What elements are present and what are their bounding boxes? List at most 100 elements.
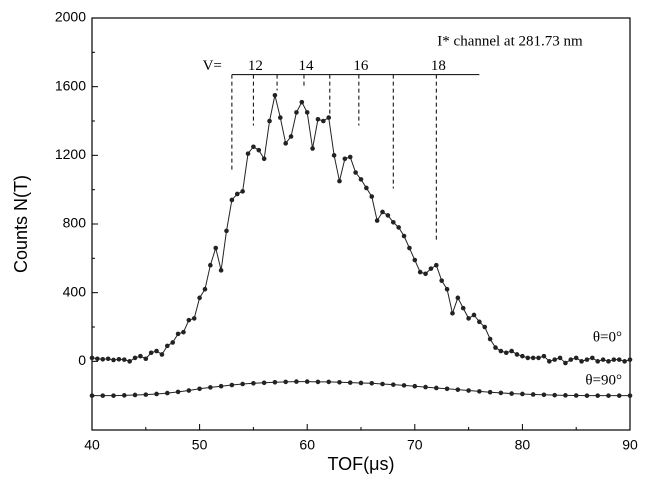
data-point: [390, 219, 396, 225]
y-tick-label: 400: [63, 283, 87, 299]
data-point: [498, 390, 504, 396]
x-axis-label: TOF(μs): [327, 454, 394, 474]
data-point: [616, 357, 622, 362]
data-point: [520, 353, 525, 359]
data-point: [100, 356, 106, 362]
data-point: [401, 233, 407, 239]
data-point: [460, 305, 466, 311]
data-point: [616, 393, 622, 398]
data-point: [347, 380, 353, 385]
data-point: [272, 92, 278, 98]
data-point: [294, 379, 299, 384]
data-point: [600, 357, 606, 362]
data-point: [89, 393, 95, 398]
data-point: [143, 392, 149, 397]
data-point: [611, 357, 617, 362]
data-point: [245, 151, 251, 156]
data-point: [326, 379, 332, 385]
data-point: [353, 170, 358, 175]
data-point: [557, 355, 563, 361]
data-point: [541, 392, 547, 398]
data-point: [514, 352, 520, 357]
data-point: [552, 357, 557, 362]
data-point: [530, 355, 536, 361]
scale-prefix: V=: [203, 58, 222, 74]
data-point: [218, 268, 224, 273]
chart-title: I* channel at 281.73 nm: [437, 33, 583, 49]
data-point: [573, 393, 579, 398]
data-point: [552, 392, 557, 398]
scale-label: 12: [248, 58, 263, 74]
series-label: θ=0°: [593, 329, 622, 345]
data-point: [116, 356, 122, 362]
data-point: [477, 389, 482, 394]
data-point: [191, 316, 197, 321]
data-point: [143, 356, 149, 362]
data-point: [434, 385, 439, 391]
data-point: [175, 331, 181, 337]
data-point: [584, 393, 590, 398]
data-point: [138, 353, 143, 359]
data-point: [477, 319, 482, 325]
data-point: [154, 348, 159, 354]
scale-label: 14: [298, 58, 314, 74]
data-point: [509, 348, 514, 354]
data-point: [337, 178, 342, 184]
data-point: [175, 389, 181, 395]
data-point: [520, 391, 525, 397]
data-point: [509, 391, 514, 396]
data-point: [487, 389, 493, 395]
data-point: [385, 213, 391, 218]
data-point: [342, 156, 348, 162]
data-point: [197, 295, 202, 301]
data-point: [369, 381, 375, 386]
data-point: [251, 144, 256, 150]
data-point: [278, 115, 283, 120]
data-point: [272, 379, 278, 385]
data-point: [407, 245, 412, 251]
plot-frame: [91, 17, 631, 431]
data-point: [358, 177, 364, 182]
data-point: [294, 110, 299, 115]
data-point: [299, 99, 305, 105]
data-point: [369, 194, 375, 199]
data-point: [380, 381, 385, 387]
data-point: [595, 393, 601, 398]
data-point: [412, 257, 418, 263]
data-point: [197, 386, 202, 392]
data-point: [450, 310, 455, 316]
data-point: [423, 271, 428, 277]
y-tick-label: 800: [63, 215, 87, 231]
data-point: [213, 245, 219, 251]
data-point: [105, 356, 111, 362]
data-point: [331, 153, 337, 158]
data-point: [132, 392, 138, 398]
data-point: [111, 357, 116, 363]
data-point: [563, 360, 568, 366]
data-point: [444, 386, 450, 392]
data-point: [304, 379, 310, 384]
data-point: [579, 359, 584, 364]
data-point: [493, 345, 498, 350]
data-point: [256, 147, 262, 153]
data-point: [186, 388, 192, 393]
data-point: [396, 225, 401, 230]
data-point: [417, 269, 423, 275]
data-point: [315, 379, 321, 385]
data-point: [170, 340, 175, 345]
data-point: [132, 355, 138, 361]
data-point: [111, 393, 116, 398]
data-point: [208, 262, 213, 268]
data-point: [321, 118, 326, 124]
data-point: [487, 336, 493, 342]
x-tick-label: 80: [515, 437, 531, 453]
data-point: [536, 355, 541, 361]
data-point: [229, 197, 235, 203]
data-point: [234, 191, 240, 197]
data-point: [584, 357, 590, 362]
scale-label: 16: [353, 58, 369, 74]
data-point: [595, 359, 601, 364]
data-point: [218, 383, 224, 389]
data-point: [261, 156, 267, 162]
